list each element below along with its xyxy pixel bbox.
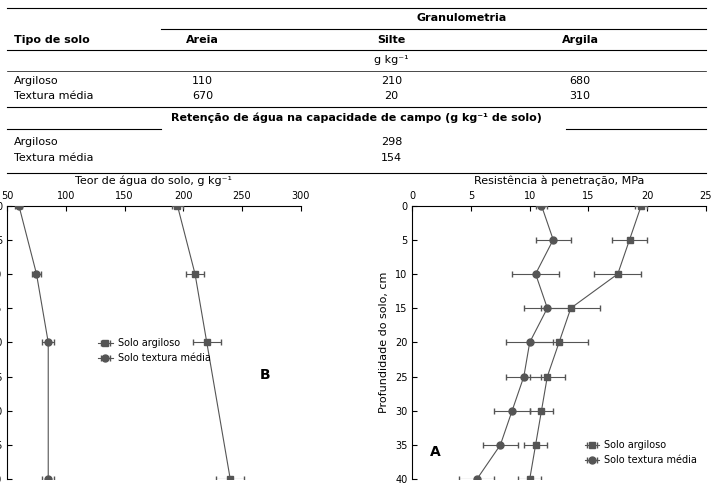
Legend: Solo argiloso, Solo textura média: Solo argiloso, Solo textura média xyxy=(94,334,215,367)
Text: 680: 680 xyxy=(570,76,590,87)
Text: B: B xyxy=(260,368,271,382)
Text: Textura média: Textura média xyxy=(14,153,93,163)
Text: Silte: Silte xyxy=(377,34,406,45)
Text: Tipo de solo: Tipo de solo xyxy=(14,34,90,45)
X-axis label: Resistência à penetração, MPa: Resistência à penetração, MPa xyxy=(474,175,645,186)
Text: Argiloso: Argiloso xyxy=(14,76,58,87)
Y-axis label: Profundidade do solo, cm: Profundidade do solo, cm xyxy=(379,272,389,413)
Text: Textura média: Textura média xyxy=(14,91,93,101)
Text: 298: 298 xyxy=(381,136,402,147)
Text: 670: 670 xyxy=(193,91,213,101)
Legend: Solo argiloso, Solo textura média: Solo argiloso, Solo textura média xyxy=(581,436,701,469)
Text: 310: 310 xyxy=(570,91,590,101)
Text: g kg⁻¹: g kg⁻¹ xyxy=(374,55,409,64)
Text: 110: 110 xyxy=(193,76,213,87)
Text: 154: 154 xyxy=(381,153,402,163)
X-axis label: Teor de água do solo, g kg⁻¹: Teor de água do solo, g kg⁻¹ xyxy=(76,175,232,186)
Text: Argila: Argila xyxy=(562,34,599,45)
Text: 210: 210 xyxy=(381,76,402,87)
Text: Retenção de água na capacidade de campo (g kg⁻¹ de solo): Retenção de água na capacidade de campo … xyxy=(171,113,542,123)
Text: Argiloso: Argiloso xyxy=(14,136,58,147)
Text: 20: 20 xyxy=(384,91,399,101)
Text: Granulometria: Granulometria xyxy=(416,13,506,23)
Text: Areia: Areia xyxy=(186,34,219,45)
Text: A: A xyxy=(431,445,441,459)
